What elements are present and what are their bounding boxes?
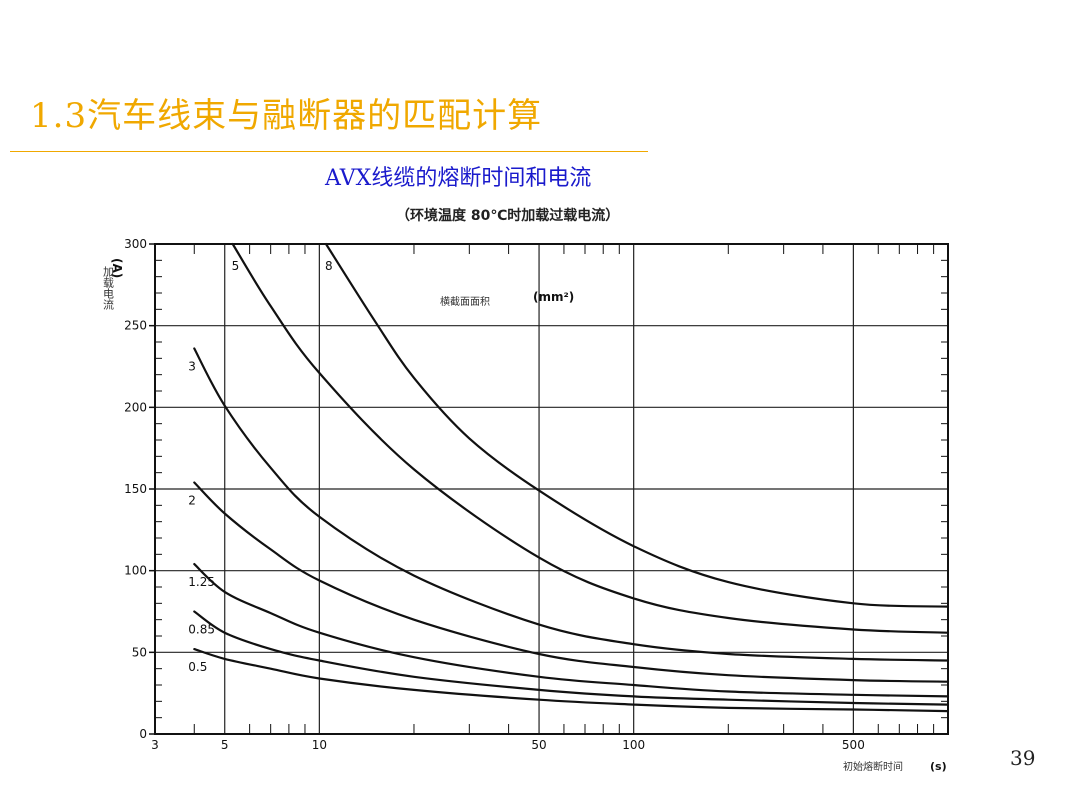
series-line [193, 347, 950, 662]
series-label: 0.85 [188, 623, 215, 637]
x-axis-unit: (s) [930, 760, 947, 773]
series-label: 5 [232, 259, 240, 273]
series-line [231, 242, 950, 634]
series-line [193, 610, 950, 706]
page-number: 39 [1010, 746, 1036, 770]
x-tick-label: 5 [221, 738, 229, 752]
series-label: 2 [188, 493, 196, 507]
x-axis-label: 初始熔断时间 [843, 760, 903, 773]
series-labels: 0.5 0.85 1.25 2 3 5 8 [188, 259, 332, 674]
axis-labels: 0 50 100 150 200 250 300 3 5 10 50 100 500 [124, 237, 865, 752]
series-label: 3 [188, 360, 196, 374]
series-line [193, 481, 950, 683]
y-tick-label: 50 [132, 645, 147, 659]
y-axis-label: 加载电流 [102, 266, 115, 310]
title-underline [10, 151, 648, 152]
y-tick-label: 250 [124, 319, 147, 333]
series-line [324, 242, 950, 608]
series-line [193, 563, 950, 698]
x-tick-label: 3 [151, 738, 159, 752]
grid [149, 243, 948, 735]
series-label: 1.25 [188, 575, 215, 589]
plot-frame [154, 243, 949, 735]
y-tick-label: 200 [124, 400, 147, 414]
series-label: 8 [325, 259, 333, 273]
legend-title: 横截面面积 [440, 295, 490, 308]
series-label: 0.5 [188, 660, 207, 674]
y-tick-label: 150 [124, 482, 147, 496]
x-tick-label: 500 [842, 738, 865, 752]
legend-unit: (mm²) [533, 290, 574, 304]
x-tick-label: 50 [531, 738, 546, 752]
chart-subtitle: （环境温度 80℃时加载过载电流） [396, 208, 620, 224]
y-tick-label: 0 [139, 727, 147, 741]
series [193, 242, 950, 713]
chart-title: AVX线缆的熔断时间和电流 [325, 166, 592, 191]
y-axis-unit: (A) [110, 258, 124, 278]
slide-title: 1.3汽车线束与融断器的匹配计算 [30, 96, 543, 136]
y-tick-label: 300 [124, 237, 147, 251]
x-tick-label: 10 [312, 738, 327, 752]
minor-ticks [155, 244, 948, 734]
x-tick-label: 100 [622, 738, 645, 752]
series-line [193, 648, 950, 713]
y-tick-label: 100 [124, 564, 147, 578]
